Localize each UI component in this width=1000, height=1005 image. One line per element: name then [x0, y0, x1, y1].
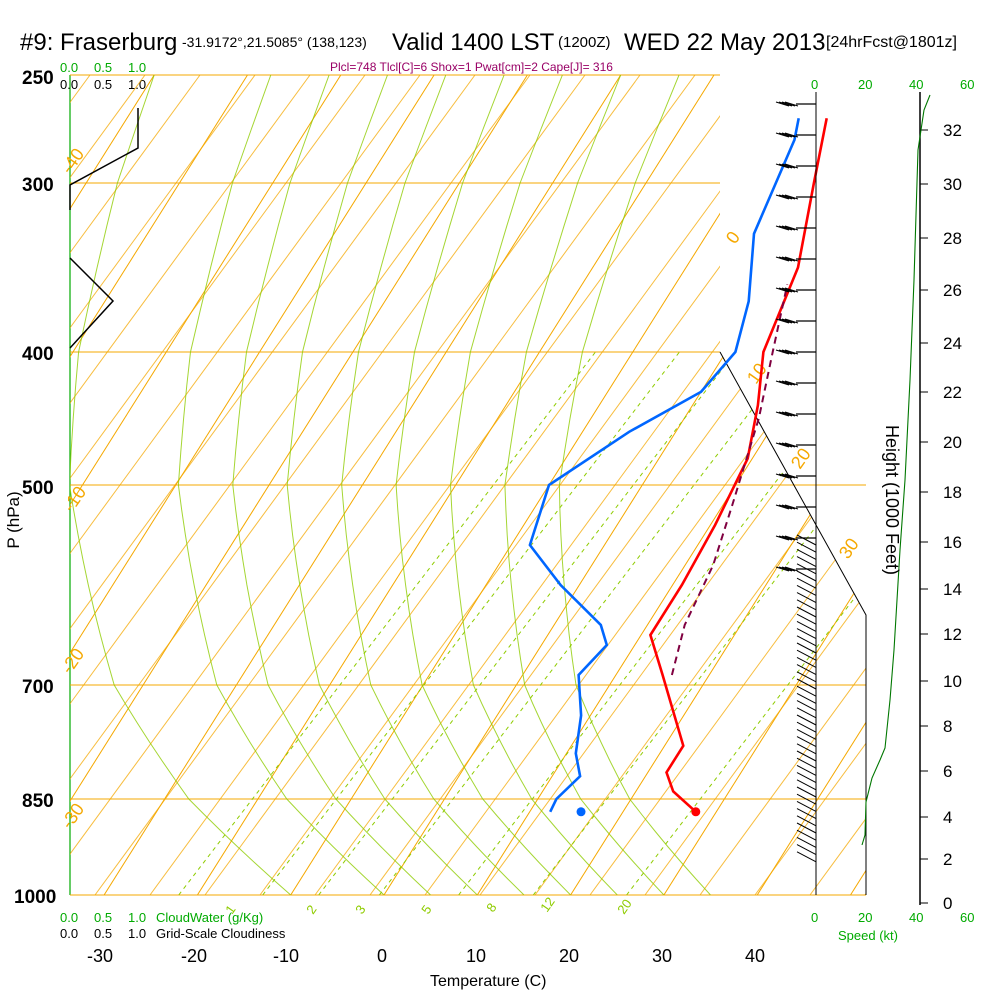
pressure-label-400: 400: [22, 344, 54, 365]
title-forecast: [24hrFcst@1801z]: [826, 34, 957, 51]
dewpoint-line: [530, 118, 799, 812]
height-tick-label: 30: [943, 175, 962, 194]
isotherm-line: [851, 75, 1000, 895]
top-cloud-tick-05-black: 0.5: [94, 77, 112, 92]
bottom-wind-label: Speed (kt): [838, 928, 898, 943]
isotherm-label: -40: [57, 145, 88, 178]
bottom-cloud-tick-05-green: 0.5: [94, 910, 112, 925]
temp-tick-0: 0: [377, 946, 387, 966]
top-cloud-tick-0-black: 0.0: [60, 77, 78, 92]
isotherm-label: -20: [57, 645, 88, 678]
title-station: #9: Fraserburg: [20, 29, 177, 56]
bottom-wind-tick-20: 20: [858, 910, 872, 925]
x-axis-label: Temperature (C): [430, 973, 546, 990]
parcel-line: [672, 284, 787, 675]
isotherm-label: 0: [722, 228, 744, 248]
height-tick-label: 16: [943, 533, 962, 552]
indices-line: Plcl=748 Tlcl[C]=6 Shox=1 Pwat[cm]=2 Cap…: [330, 60, 613, 74]
surface-temperature-point: [691, 807, 700, 816]
isotherm-label: 20: [787, 444, 815, 472]
mixing-ratio-label: 5: [418, 902, 434, 917]
temp-tick--30: -30: [87, 946, 113, 966]
bottom-cloud-tick-0-green: 0.0: [60, 910, 78, 925]
height-tick-label: 28: [943, 229, 962, 248]
isotherm-label: -30: [57, 800, 88, 833]
title-utc: (1200Z): [558, 34, 611, 51]
profiles: [530, 118, 827, 816]
mixing-ratio-label: 3: [352, 902, 368, 917]
mixing-ratio-line: [263, 352, 680, 895]
bottom-cloud-tick-1-green: 1.0: [128, 910, 146, 925]
temp-tick-30: 30: [652, 946, 672, 966]
isotherm-label: 30: [835, 534, 863, 562]
pressure-label-250: 250: [22, 68, 54, 89]
pressure-label-1000: 1000: [14, 887, 56, 908]
bottom-wind-tick-0: 0: [811, 910, 818, 925]
surface-dewpoint-point: [577, 807, 586, 816]
pressure-label-500: 500: [22, 478, 54, 499]
isotherm-label: 10: [743, 359, 771, 387]
mixing-ratio-label: 20: [614, 896, 635, 916]
height-axis-label: Height (1000 Feet): [882, 425, 902, 575]
height-tick-label: 18: [943, 483, 962, 502]
top-wind-tick-20: 20: [858, 77, 872, 92]
top-wind-tick-60: 60: [960, 77, 974, 92]
mixing-ratio-line: [459, 352, 876, 895]
bottom-cloudiness-label: Grid-Scale Cloudiness: [156, 926, 286, 941]
dry-adiabat-line: [975, 75, 1000, 895]
height-tick-label: 32: [943, 121, 962, 140]
bottom-cloud-tick-05-black: 0.5: [94, 926, 112, 941]
bottom-cloud-tick-0-black: 0.0: [60, 926, 78, 941]
title-coords: -31.9172°,21.5085° (138,123): [182, 34, 367, 50]
temp-tick--10: -10: [273, 946, 299, 966]
height-tick-label: 22: [943, 383, 962, 402]
bottom-cloud-label: CloudWater (g/Kg): [156, 910, 263, 925]
bottom-wind-tick-40: 40: [909, 910, 923, 925]
height-tick-label: 4: [943, 808, 952, 827]
temp-tick--20: -20: [181, 946, 207, 966]
height-tick-label: 20: [943, 433, 962, 452]
bottom-wind-tick-60: 60: [960, 910, 974, 925]
top-cloud-tick-1-green: 1.0: [128, 60, 146, 75]
temp-tick-40: 40: [745, 946, 765, 966]
bottom-cloud-tick-1-black: 1.0: [128, 926, 146, 941]
title-date: WED 22 May 2013: [624, 29, 825, 56]
top-cloud-tick-05-green: 0.5: [94, 60, 112, 75]
pressure-label-300: 300: [22, 175, 54, 196]
mixing-ratio-label: 12: [537, 894, 558, 914]
wind-barbs: [776, 92, 816, 895]
top-cloud-tick-0-green: 0.0: [60, 60, 78, 75]
height-tick-label: 0: [943, 894, 952, 913]
pressure-label-850: 850: [22, 791, 54, 812]
pressure-label-700: 700: [22, 677, 54, 698]
top-wind-tick-40: 40: [909, 77, 923, 92]
height-tick-label: 26: [943, 281, 962, 300]
mixing-ratio-label: 8: [483, 900, 499, 915]
top-wind-tick-0: 0: [811, 77, 818, 92]
mixing-ratio-line: [179, 352, 596, 895]
y-axis-label: P (hPa): [4, 491, 23, 548]
height-tick-label: 2: [943, 850, 952, 869]
height-tick-label: 12: [943, 625, 962, 644]
temp-tick-20: 20: [559, 946, 579, 966]
height-tick-label: 8: [943, 717, 952, 736]
height-tick-label: 14: [943, 580, 962, 599]
height-tick-label: 6: [943, 762, 952, 781]
title-valid: Valid 1400 LST: [392, 29, 555, 56]
mixing-ratio-line: [319, 352, 736, 895]
cloudiness-line-lower: [70, 258, 113, 348]
height-tick-label: 24: [943, 334, 962, 353]
height-tick-label: 10: [943, 672, 962, 691]
temp-tick-10: 10: [466, 946, 486, 966]
top-cloud-tick-1-black: 1.0: [128, 77, 146, 92]
mixing-ratio-label: 2: [303, 902, 319, 917]
isotherm-label: -10: [59, 483, 90, 516]
